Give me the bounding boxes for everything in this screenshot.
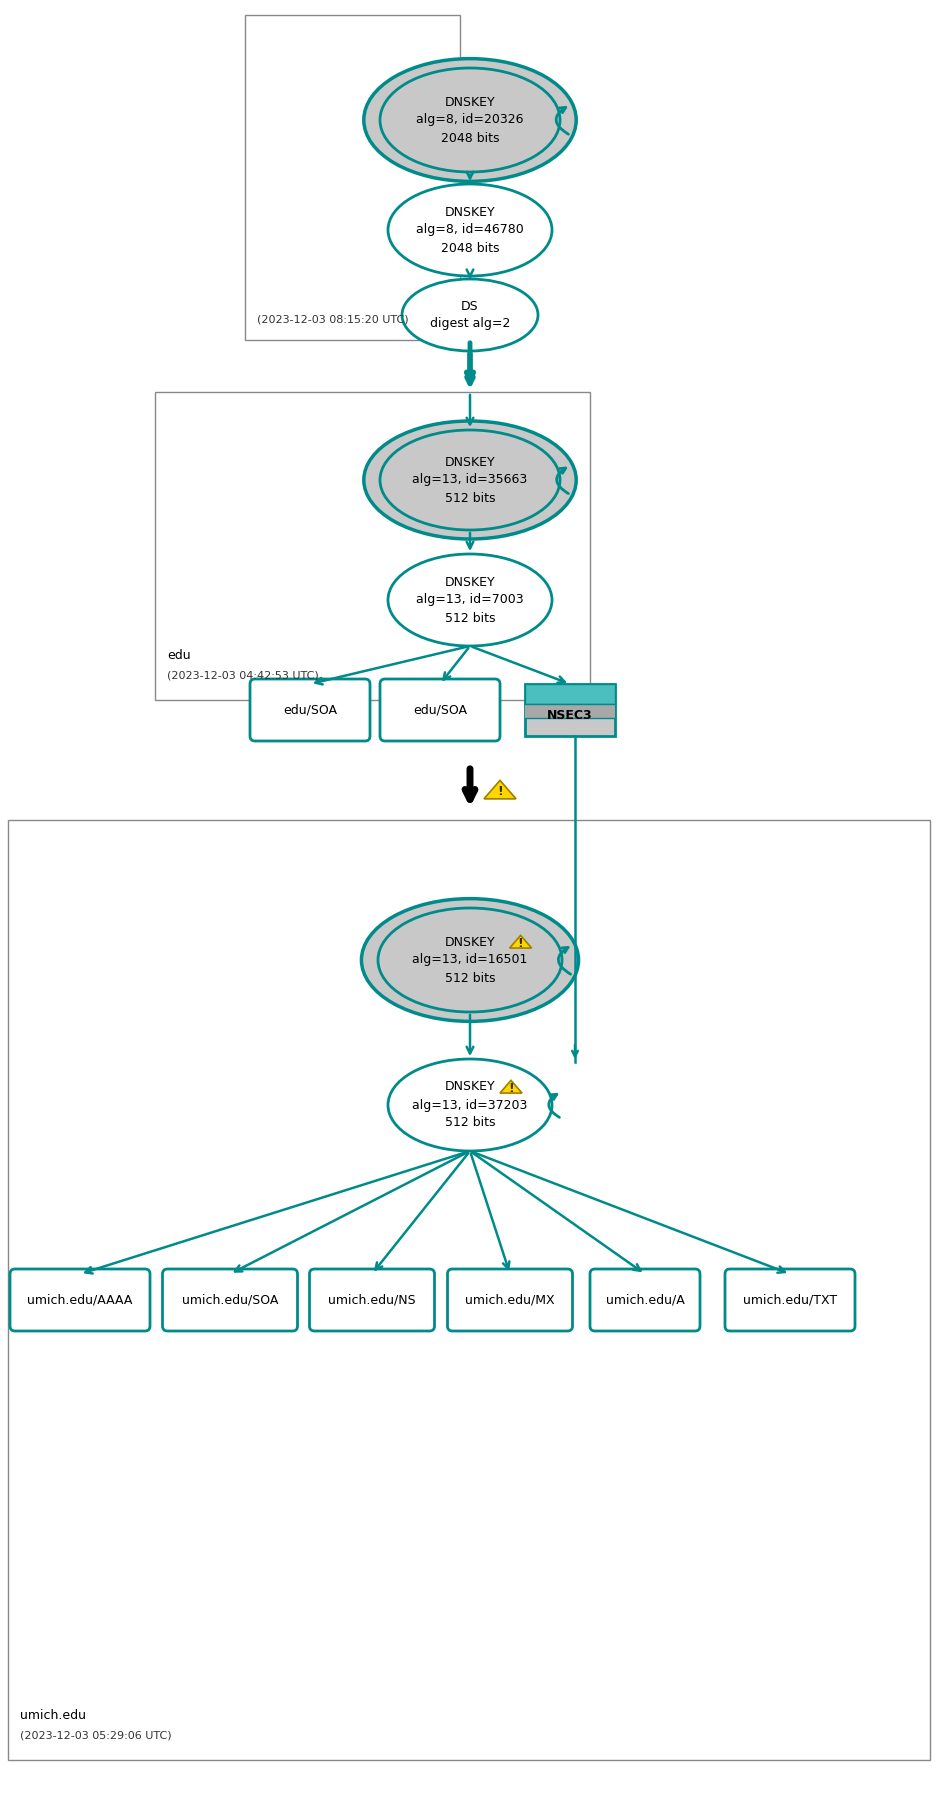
Text: DNSKEY
alg=13, id=37203
512 bits: DNSKEY alg=13, id=37203 512 bits	[412, 1080, 528, 1130]
Text: DNSKEY
alg=8, id=20326
2048 bits: DNSKEY alg=8, id=20326 2048 bits	[416, 95, 523, 145]
Text: umich.edu/TXT: umich.edu/TXT	[743, 1293, 837, 1306]
FancyBboxPatch shape	[250, 678, 370, 741]
Ellipse shape	[364, 422, 576, 538]
Text: !: !	[508, 1082, 514, 1094]
Text: umich.edu/SOA: umich.edu/SOA	[182, 1293, 278, 1306]
FancyBboxPatch shape	[525, 684, 615, 703]
Bar	[245, 14, 460, 341]
Text: edu/SOA: edu/SOA	[283, 703, 337, 716]
Polygon shape	[509, 935, 532, 947]
Ellipse shape	[388, 185, 552, 276]
Text: umich.edu/NS: umich.edu/NS	[328, 1293, 416, 1306]
Text: DNSKEY
alg=13, id=16501
512 bits: DNSKEY alg=13, id=16501 512 bits	[412, 935, 528, 985]
Text: NSEC3: NSEC3	[547, 709, 593, 721]
Polygon shape	[500, 1080, 522, 1093]
Bar	[155, 393, 590, 700]
Text: edu/SOA: edu/SOA	[413, 703, 467, 716]
Ellipse shape	[402, 280, 538, 352]
Text: edu: edu	[167, 649, 190, 662]
Polygon shape	[484, 780, 516, 798]
FancyBboxPatch shape	[525, 684, 615, 736]
FancyBboxPatch shape	[448, 1268, 572, 1331]
Text: umich.edu: umich.edu	[20, 1710, 86, 1722]
Text: (2023-12-03 05:29:06 UTC): (2023-12-03 05:29:06 UTC)	[20, 1729, 172, 1740]
FancyBboxPatch shape	[309, 1268, 435, 1331]
Ellipse shape	[361, 899, 579, 1021]
Ellipse shape	[388, 554, 552, 646]
FancyBboxPatch shape	[590, 1268, 700, 1331]
Ellipse shape	[378, 908, 562, 1012]
Text: (2023-12-03 08:15:20 UTC): (2023-12-03 08:15:20 UTC)	[257, 316, 408, 325]
Ellipse shape	[364, 59, 576, 181]
Bar	[8, 820, 930, 1760]
FancyBboxPatch shape	[725, 1268, 855, 1331]
Text: umich.edu/MX: umich.edu/MX	[465, 1293, 554, 1306]
FancyBboxPatch shape	[525, 703, 615, 718]
Ellipse shape	[388, 1058, 552, 1152]
Ellipse shape	[380, 68, 560, 172]
Text: (2023-12-03 04:42:53 UTC): (2023-12-03 04:42:53 UTC)	[167, 669, 319, 680]
FancyBboxPatch shape	[380, 678, 500, 741]
Text: DNSKEY
alg=13, id=35663
512 bits: DNSKEY alg=13, id=35663 512 bits	[412, 456, 528, 504]
Text: umich.edu/A: umich.edu/A	[605, 1293, 685, 1306]
Text: DNSKEY
alg=13, id=7003
512 bits: DNSKEY alg=13, id=7003 512 bits	[416, 576, 523, 624]
FancyBboxPatch shape	[10, 1268, 150, 1331]
Text: umich.edu/AAAA: umich.edu/AAAA	[27, 1293, 133, 1306]
Text: DNSKEY
alg=8, id=46780
2048 bits: DNSKEY alg=8, id=46780 2048 bits	[416, 206, 524, 255]
Text: !: !	[518, 936, 523, 949]
Ellipse shape	[380, 431, 560, 529]
FancyBboxPatch shape	[162, 1268, 297, 1331]
Text: !: !	[497, 786, 503, 798]
Text: DS
digest alg=2: DS digest alg=2	[430, 300, 510, 330]
